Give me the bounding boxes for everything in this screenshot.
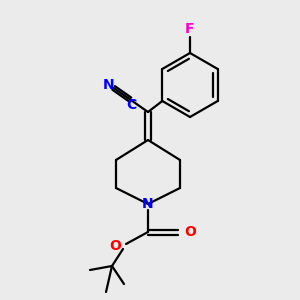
Text: C: C bbox=[126, 98, 136, 112]
Text: N: N bbox=[103, 78, 114, 92]
Text: N: N bbox=[142, 197, 154, 211]
Text: F: F bbox=[185, 22, 195, 36]
Text: O: O bbox=[109, 239, 121, 253]
Text: O: O bbox=[184, 225, 196, 239]
